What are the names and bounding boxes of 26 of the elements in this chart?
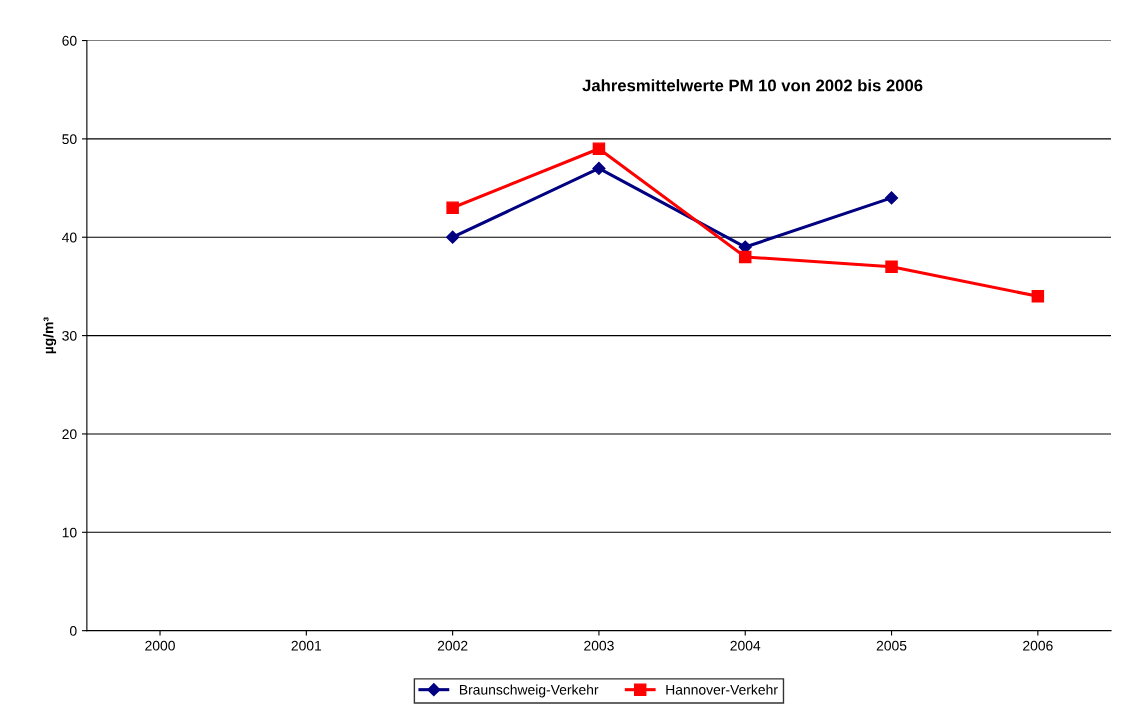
y-tick-label: 50 — [62, 134, 77, 145]
y-tick-label: 60 — [62, 35, 77, 46]
point — [446, 230, 460, 244]
point — [738, 250, 752, 264]
x-tick-label: 2004 — [730, 640, 761, 651]
legend-label: Braunschweig-Verkehr — [459, 684, 599, 698]
x-tick-label: 2002 — [437, 640, 468, 651]
point — [592, 161, 606, 175]
y-tick-label: 10 — [62, 527, 77, 538]
x-tick-label: 2001 — [291, 640, 322, 651]
x-tick-label: 2006 — [1023, 640, 1053, 651]
point — [592, 142, 606, 155]
point — [1031, 289, 1045, 303]
point — [885, 260, 898, 273]
x-tick-label: 2005 — [876, 640, 907, 651]
x-tick-label: 2003 — [584, 640, 614, 651]
y-tick-label: 0 — [69, 625, 77, 636]
y-tick-label: 20 — [62, 429, 77, 440]
x-tick-label: 2000 — [145, 640, 175, 651]
y-tick-label: 30 — [62, 330, 77, 341]
y-axis-title: µg/m³ — [43, 317, 57, 354]
point — [884, 191, 899, 205]
text: Jahresmittelwerte PM 10 von 2002 bis 2006 — [582, 79, 923, 92]
y-tick-label: 40 — [62, 232, 77, 243]
point — [446, 201, 459, 214]
legend-label: Hannover-Verkehr — [666, 684, 778, 695]
